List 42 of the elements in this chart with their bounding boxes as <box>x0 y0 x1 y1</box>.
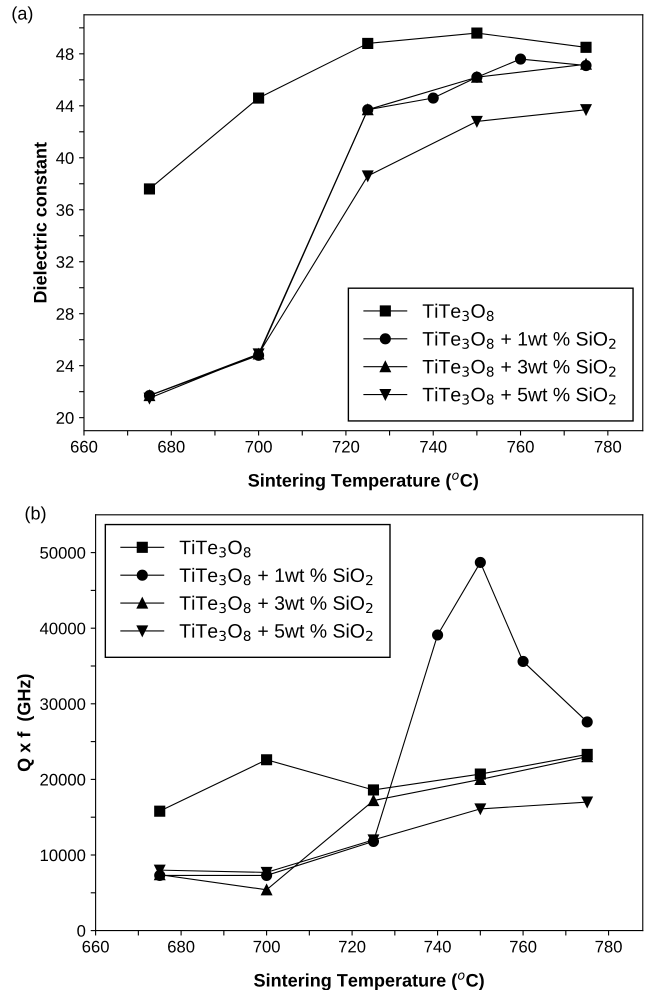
y-tick-label: 0 <box>77 925 86 937</box>
x-tick-label: 660 <box>70 440 98 453</box>
x-tick-label: 720 <box>339 940 366 953</box>
x-tick-label: 780 <box>594 440 622 453</box>
legend-label: TiTe$_{3}$O$_{8}$ + 1wt % SiO$_{2}$ <box>422 331 616 349</box>
x-tick-label: 760 <box>510 940 536 953</box>
y-tick-label: 30000 <box>40 698 86 710</box>
x-tick-label: 700 <box>246 440 272 453</box>
x-tick-label: 740 <box>420 440 446 453</box>
y-tick-label: 36 <box>56 204 74 216</box>
x-tick-label: 760 <box>507 440 534 453</box>
y-tick-label: 28 <box>56 308 74 320</box>
legend-label: TiTe$_{3}$O$_{8}$ + 5wt % SiO$_{2}$ <box>422 387 616 405</box>
y-tick-label: 40000 <box>40 622 86 634</box>
x-tick-label: 680 <box>158 440 185 453</box>
y-tick-label: 24 <box>56 360 74 372</box>
legend-label: TiTe$_{3}$O$_{8}$ + 3wt % SiO$_{2}$ <box>422 359 616 377</box>
y-axis-title: Q x f (GHz) <box>17 674 34 772</box>
legend-label: TiTe$_{3}$O$_{8}$ + 5wt % SiO$_{2}$ <box>180 624 372 641</box>
x-axis-title: Sintering Temperature ($^{o}$C) <box>254 972 484 990</box>
text: (b) <box>26 506 46 524</box>
x-tick-label: 740 <box>424 940 451 953</box>
y-tick-label: 44 <box>56 100 74 112</box>
y-tick-label: 20 <box>56 412 74 424</box>
x-tick-label: 680 <box>168 940 194 953</box>
x-tick-label: 720 <box>332 440 360 453</box>
y-tick-label: 40 <box>56 152 74 164</box>
text: (a) <box>12 6 32 24</box>
x-axis-title: Sintering Temperature ($^{o}$C) <box>248 472 478 490</box>
y-axis-title: Dielectric constant <box>33 142 47 302</box>
legend-label: TiTe$_{3}$O$_{8}$ <box>422 304 494 322</box>
x-tick-label: 700 <box>254 940 280 953</box>
legend-label: TiTe$_{3}$O$_{8}$ <box>180 540 251 558</box>
legend-label: TiTe$_{3}$O$_{8}$ + 3wt % SiO$_{2}$ <box>180 596 372 614</box>
y-tick-label: 20000 <box>40 774 86 786</box>
x-tick-label: 660 <box>82 940 109 953</box>
y-tick-label: 10000 <box>40 849 86 862</box>
y-tick-label: 32 <box>56 256 74 268</box>
y-tick-label: 48 <box>56 48 74 60</box>
y-tick-label: 50000 <box>40 547 86 559</box>
x-tick-label: 780 <box>596 940 622 953</box>
legend-label: TiTe$_{3}$O$_{8}$ + 1wt % SiO$_{2}$ <box>180 568 372 586</box>
